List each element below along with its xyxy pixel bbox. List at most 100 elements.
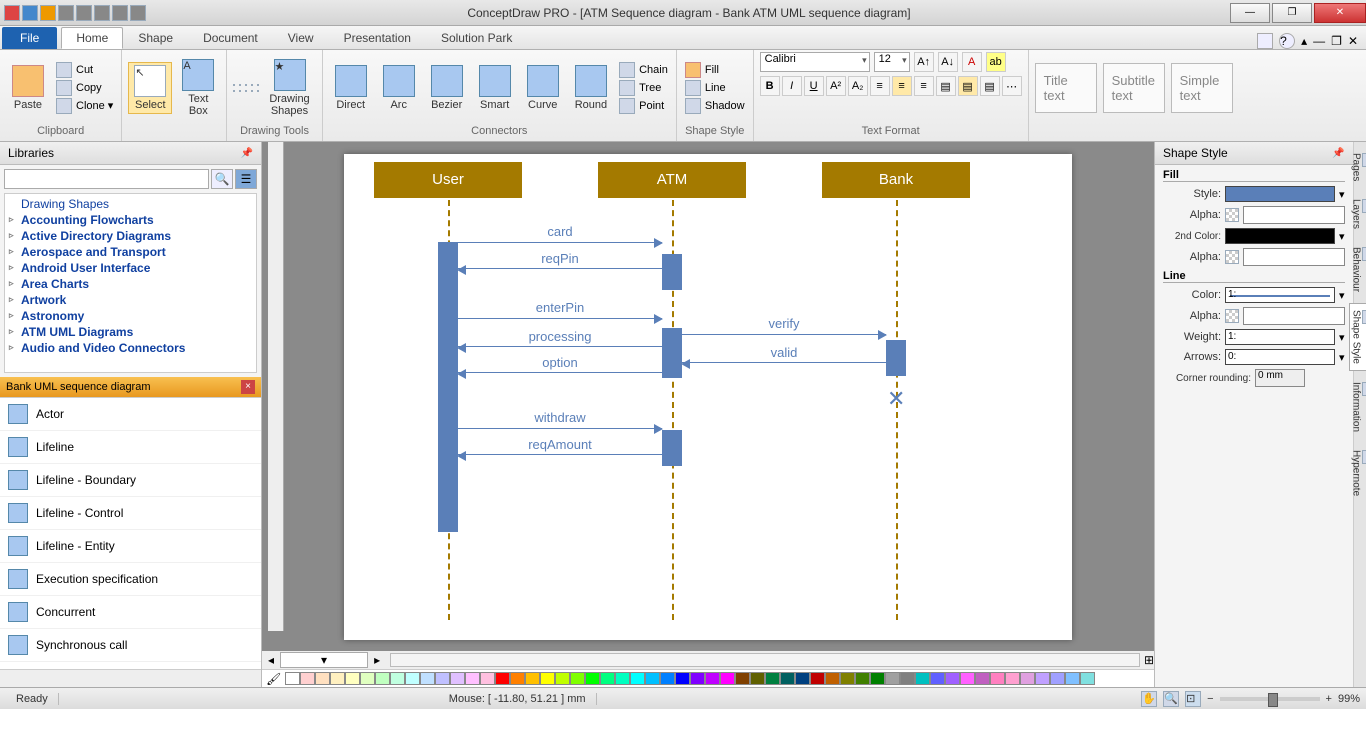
qat-icon[interactable] bbox=[76, 5, 92, 21]
message-arrow[interactable]: enterPin bbox=[458, 318, 662, 319]
stencil-item[interactable]: Concurrent bbox=[0, 596, 261, 629]
search-button[interactable]: 🔍 bbox=[211, 169, 233, 189]
color-swatch[interactable] bbox=[465, 672, 480, 685]
collapse-ribbon-icon[interactable]: ▴ bbox=[1301, 34, 1307, 48]
font-size-combo[interactable]: 12 bbox=[874, 52, 910, 72]
curve-connector-button[interactable]: Curve bbox=[521, 61, 565, 115]
color-swatch[interactable] bbox=[600, 672, 615, 685]
clone-button[interactable]: Clone ▾ bbox=[54, 97, 115, 115]
qat-icon[interactable] bbox=[40, 5, 56, 21]
color-swatch[interactable] bbox=[720, 672, 735, 685]
italic-button[interactable]: I bbox=[782, 76, 802, 96]
qat-icon[interactable] bbox=[94, 5, 110, 21]
activation-bar[interactable] bbox=[886, 340, 906, 376]
line-color-picker[interactable]: 1: bbox=[1225, 287, 1335, 303]
page-tab[interactable]: ▾ bbox=[280, 652, 368, 668]
color-swatch[interactable] bbox=[450, 672, 465, 685]
stencil-item[interactable]: Lifeline - Control bbox=[0, 497, 261, 530]
tab-home[interactable]: Home bbox=[61, 27, 123, 49]
drawing-shapes-button[interactable]: ★Drawing Shapes bbox=[263, 55, 315, 121]
color-swatch[interactable] bbox=[330, 672, 345, 685]
title-text-placeholder[interactable]: Title text bbox=[1035, 63, 1097, 113]
color-swatch[interactable] bbox=[585, 672, 600, 685]
library-tree-item[interactable]: Aerospace and Transport bbox=[7, 244, 254, 260]
tool-icon[interactable] bbox=[245, 90, 247, 92]
zoom-in-button[interactable]: + bbox=[1326, 693, 1332, 705]
tool-icon[interactable] bbox=[251, 90, 253, 92]
bezier-connector-button[interactable]: Bezier bbox=[425, 61, 469, 115]
side-tab-hypernote[interactable]: Hypernote bbox=[1349, 443, 1366, 503]
message-arrow[interactable]: processing bbox=[458, 346, 662, 347]
dropdown-icon[interactable]: ▾ bbox=[1339, 351, 1345, 364]
dropdown-icon[interactable]: ▾ bbox=[1339, 188, 1345, 201]
chain-button[interactable]: Chain bbox=[617, 61, 670, 79]
bold-button[interactable]: B bbox=[760, 76, 780, 96]
color-swatch[interactable] bbox=[435, 672, 450, 685]
paint-icon[interactable]: 🖌 bbox=[266, 672, 285, 686]
color-swatch[interactable] bbox=[1020, 672, 1035, 685]
arrows-picker[interactable]: 0: bbox=[1225, 349, 1335, 365]
qat-icon[interactable] bbox=[130, 5, 146, 21]
stencil-item[interactable]: Lifeline bbox=[0, 431, 261, 464]
doc-close-icon[interactable]: ✕ bbox=[1348, 34, 1358, 48]
tab-presentation[interactable]: Presentation bbox=[329, 27, 426, 49]
library-tree-item[interactable]: Active Directory Diagrams bbox=[7, 228, 254, 244]
color-swatch[interactable] bbox=[690, 672, 705, 685]
align-left-button[interactable]: ≡ bbox=[870, 76, 890, 96]
color-swatch[interactable] bbox=[555, 672, 570, 685]
color-swatch[interactable] bbox=[840, 672, 855, 685]
horizontal-scrollbar[interactable] bbox=[390, 653, 1140, 667]
color-swatch[interactable] bbox=[990, 672, 1005, 685]
dropdown-icon[interactable]: ▾ bbox=[1339, 230, 1345, 243]
canvas-viewport[interactable]: UserATMBankcardreqPinenterPinverifyproce… bbox=[262, 142, 1154, 651]
doc-max-icon[interactable]: ❐ bbox=[1331, 34, 1342, 48]
align-right-button[interactable]: ≡ bbox=[914, 76, 934, 96]
pin-icon[interactable]: 📌 bbox=[241, 148, 253, 159]
color-swatch[interactable] bbox=[300, 672, 315, 685]
tool-icon[interactable] bbox=[233, 84, 235, 86]
font-family-combo[interactable]: Calibri bbox=[760, 52, 870, 72]
tool-icon[interactable] bbox=[245, 84, 247, 86]
line-button[interactable]: Line bbox=[683, 79, 747, 97]
library-tree-item[interactable]: Astronomy bbox=[7, 308, 254, 324]
color-swatch[interactable] bbox=[645, 672, 660, 685]
second-color-picker[interactable] bbox=[1225, 228, 1335, 244]
message-arrow[interactable]: option bbox=[458, 372, 662, 373]
stencil-item[interactable]: Lifeline - Entity bbox=[0, 530, 261, 563]
page-nav-next[interactable]: ▸ bbox=[368, 653, 386, 667]
color-swatch[interactable] bbox=[1065, 672, 1080, 685]
corner-rounding-input[interactable]: 0 mm bbox=[1255, 369, 1305, 387]
select-tool-button[interactable]: ↖Select bbox=[128, 62, 172, 114]
stencil-item[interactable]: Execution specification bbox=[0, 563, 261, 596]
message-arrow[interactable]: reqPin bbox=[458, 268, 662, 269]
color-swatch[interactable] bbox=[375, 672, 390, 685]
color-swatch[interactable] bbox=[390, 672, 405, 685]
color-swatch[interactable] bbox=[510, 672, 525, 685]
color-swatch[interactable] bbox=[975, 672, 990, 685]
color-swatch[interactable] bbox=[885, 672, 900, 685]
dropdown-icon[interactable]: ▾ bbox=[1339, 331, 1345, 344]
lifeline-head[interactable]: ATM bbox=[598, 162, 746, 198]
point-button[interactable]: Point bbox=[617, 97, 670, 115]
line-weight-picker[interactable]: 1: bbox=[1225, 329, 1335, 345]
color-swatch[interactable] bbox=[315, 672, 330, 685]
align-top-button[interactable]: ▤ bbox=[936, 76, 956, 96]
color-swatch[interactable] bbox=[1080, 672, 1095, 685]
minimize-button[interactable]: — bbox=[1230, 3, 1270, 23]
library-tree-item[interactable]: Artwork bbox=[7, 292, 254, 308]
tool-icon[interactable] bbox=[251, 84, 253, 86]
align-bottom-button[interactable]: ▤ bbox=[980, 76, 1000, 96]
color-swatch[interactable] bbox=[525, 672, 540, 685]
tree-button[interactable]: Tree bbox=[617, 79, 670, 97]
library-tree[interactable]: Drawing ShapesAccounting FlowchartsActiv… bbox=[4, 193, 257, 373]
activation-bar[interactable] bbox=[662, 328, 682, 378]
fill-alpha-slider[interactable] bbox=[1243, 206, 1345, 224]
zoom-out-button[interactable]: − bbox=[1207, 693, 1213, 705]
qat-icon[interactable] bbox=[112, 5, 128, 21]
library-tree-item[interactable]: Accounting Flowcharts bbox=[7, 212, 254, 228]
copy-button[interactable]: Copy bbox=[54, 79, 115, 97]
qat-icon[interactable] bbox=[22, 5, 38, 21]
color-swatch[interactable] bbox=[615, 672, 630, 685]
fit-page-icon[interactable]: ⊡ bbox=[1185, 691, 1201, 707]
tool-icon[interactable] bbox=[239, 84, 241, 86]
